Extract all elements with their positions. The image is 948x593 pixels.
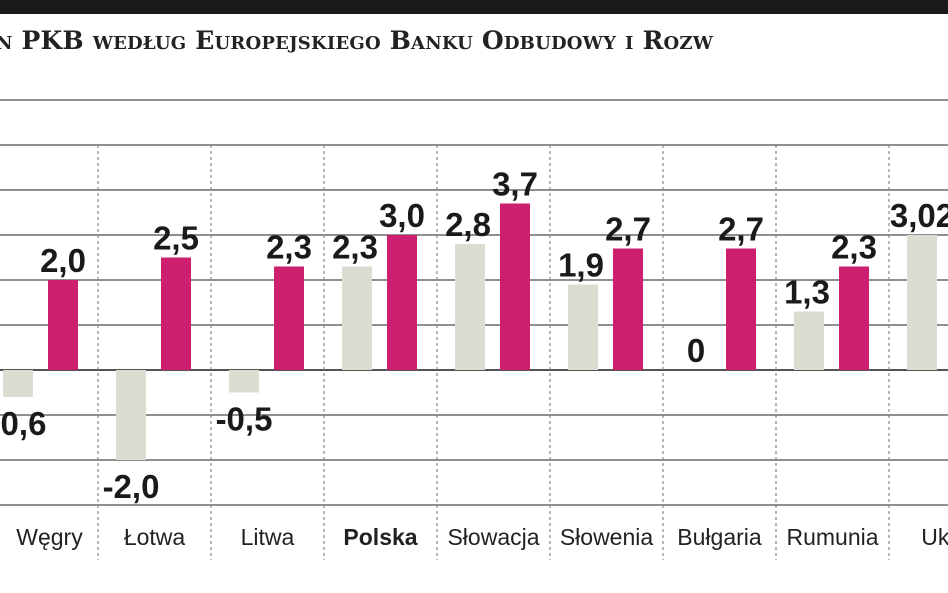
series-2-value-label: 2,0 bbox=[40, 242, 86, 279]
series-2-bars bbox=[48, 203, 869, 370]
series-1-bar-8 bbox=[907, 235, 937, 370]
category-label: Łotwa bbox=[124, 524, 186, 550]
series-2-value-label: 2,3 bbox=[831, 229, 877, 266]
series-1-bars bbox=[3, 235, 937, 460]
series-2-value-label: 2,7 bbox=[718, 211, 764, 248]
series-1-bar-2 bbox=[229, 370, 259, 393]
chart-title: n PKB według Europejskiego Banku Odbudow… bbox=[0, 26, 714, 55]
series-2-bar-2 bbox=[274, 266, 304, 370]
series-2-bar-5 bbox=[613, 248, 643, 370]
category-label: Rumunia bbox=[786, 524, 878, 550]
series-1-bar-7 bbox=[794, 311, 824, 370]
category-label: Słowacja bbox=[447, 524, 539, 550]
category-label: Bułgaria bbox=[677, 524, 762, 550]
series-1-value-label: -0,5 bbox=[216, 401, 273, 438]
series-2-value-label: 2,5 bbox=[153, 220, 199, 257]
category-label: Litwa bbox=[241, 524, 295, 550]
category-label: Ukra bbox=[921, 524, 948, 550]
category-labels: Węgry Łotwa Litwa Polska Słowacja Słowenia Buł… bbox=[16, 524, 948, 550]
series-2-value-label: 3,0 bbox=[379, 197, 425, 234]
series-1-bar-1 bbox=[116, 370, 146, 460]
series-1-bar-3 bbox=[342, 266, 372, 370]
series-1-value-label: 2,8 bbox=[445, 206, 491, 243]
series-1-bar-4 bbox=[455, 244, 485, 370]
category-label: Węgry bbox=[16, 524, 83, 550]
series-1-value-label: 1,3 bbox=[784, 274, 830, 311]
series-2-bar-1 bbox=[161, 257, 191, 370]
series-1-value-label: -2,0 bbox=[103, 468, 160, 505]
series-1-value-label: 2,3 bbox=[332, 229, 378, 266]
series-1-bar-0 bbox=[3, 370, 33, 397]
category-label: Polska bbox=[343, 524, 417, 550]
series-2-bar-0 bbox=[48, 280, 78, 370]
series-2-bar-3 bbox=[387, 235, 417, 370]
category-separators bbox=[97, 145, 890, 560]
series-2-bar-4 bbox=[500, 203, 530, 370]
series-2-bar-6 bbox=[726, 248, 756, 370]
series-1-bar-5 bbox=[568, 284, 598, 370]
series-2-value-label: 2,7 bbox=[605, 211, 651, 248]
series-1-value-label: -0,6 bbox=[0, 405, 46, 442]
top-bar bbox=[0, 0, 948, 14]
series-2-value-label: 3,7 bbox=[492, 166, 538, 203]
series-1-value-label: 1,9 bbox=[558, 247, 604, 284]
series-2-bar-7 bbox=[839, 266, 869, 370]
series-2-value-label: 2,3 bbox=[266, 229, 312, 266]
category-label: Słowenia bbox=[560, 524, 654, 550]
value-labels: -0,62,0-2,02,5-0,52,32,33,02,83,71,92,70… bbox=[0, 166, 948, 506]
series-1-value-label: 0 bbox=[687, 332, 705, 369]
series-1-value-label: 3,02 bbox=[890, 197, 948, 234]
